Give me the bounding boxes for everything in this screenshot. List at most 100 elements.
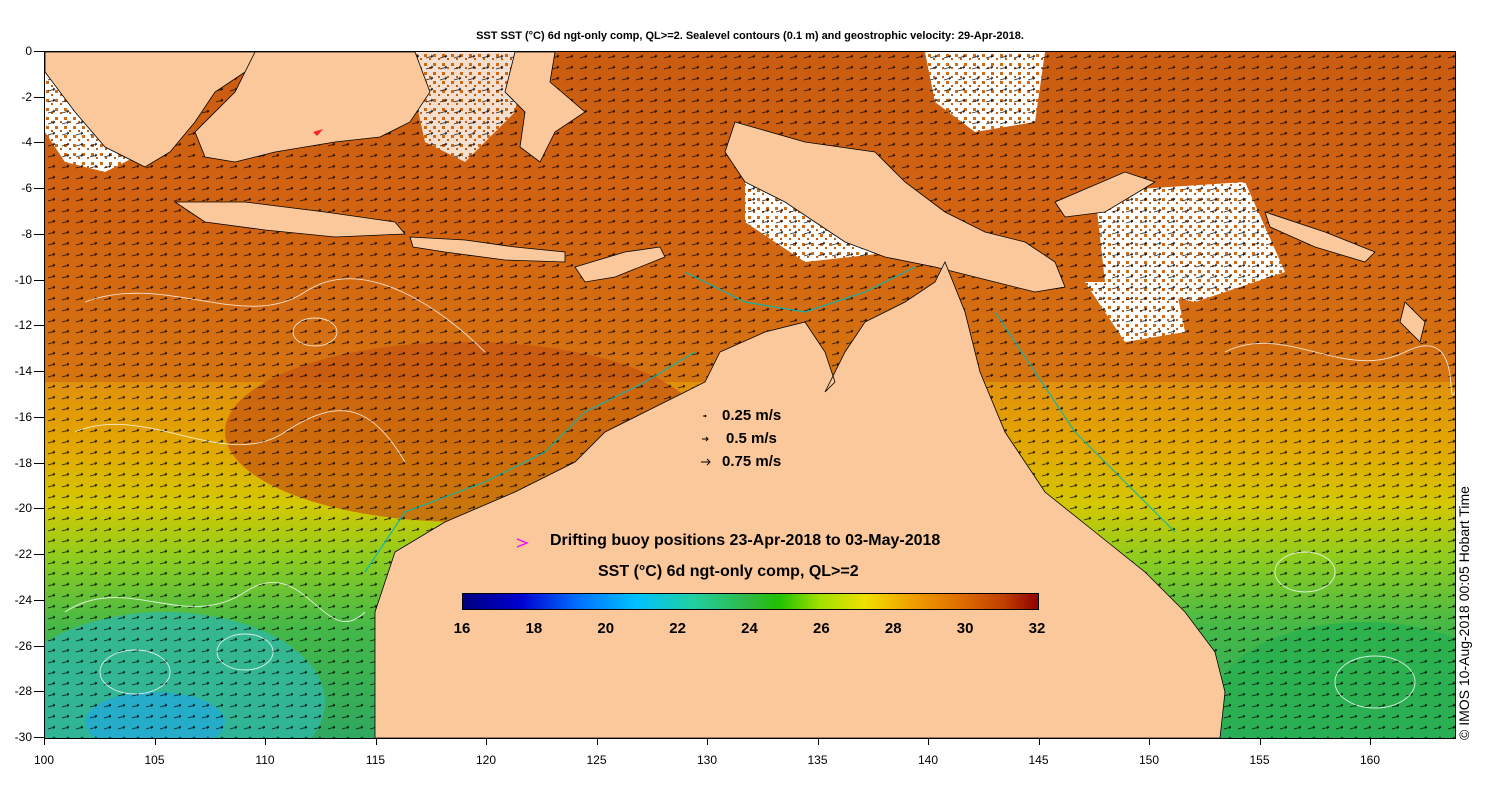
velocity-legend-arrows	[701, 414, 711, 466]
y-tick-mark	[34, 371, 44, 373]
arrow-small-icon	[703, 414, 707, 418]
buoy-track-marker	[313, 129, 323, 136]
land-borneo	[194, 52, 431, 163]
shelf-contour-coral	[994, 311, 1176, 533]
sst-colorbar	[462, 593, 1039, 610]
y-tick-label: -8	[21, 226, 32, 241]
x-tick-mark	[1149, 737, 1150, 745]
velocity-legend-label-3: 0.75 m/s	[722, 453, 782, 470]
x-tick-label: 100	[33, 753, 55, 767]
x-tick-label: 150	[1138, 753, 1160, 767]
x-tick-mark	[1038, 737, 1040, 745]
sst-map	[44, 51, 1456, 739]
sealevel-eddy-3	[1334, 655, 1416, 709]
land-java	[173, 201, 406, 238]
sealevel-eddy-2	[216, 633, 274, 671]
x-tick-mark	[928, 737, 929, 745]
x-tick-label: 130	[696, 753, 718, 767]
x-tick-label: 155	[1249, 753, 1270, 767]
x-tick-mark	[375, 737, 377, 745]
sealevel-contour-2	[74, 410, 406, 463]
x-tick-label: 125	[586, 753, 607, 767]
land-solomon-islands	[1264, 211, 1376, 263]
y-tick-mark	[34, 96, 44, 98]
x-tick-mark	[817, 737, 819, 745]
colorbar-tick-label: 22	[669, 620, 686, 637]
velocity-legend-label-1: 0.25 m/s	[722, 407, 782, 424]
x-tick-mark	[44, 737, 45, 745]
y-tick-label: -6	[21, 181, 32, 196]
x-tick-label: 135	[807, 753, 828, 767]
y-tick-mark	[34, 737, 44, 738]
x-tick-label: 115	[365, 753, 386, 767]
y-tick-mark	[34, 51, 44, 52]
x-tick-mark	[265, 737, 266, 745]
y-tick-mark	[34, 508, 44, 510]
land-australia	[374, 261, 1226, 738]
y-tick-label: -20	[14, 501, 32, 516]
y-tick-label: -16	[14, 409, 32, 424]
y-tick-label: -12	[14, 318, 32, 333]
x-tick-mark	[596, 737, 598, 745]
y-tick-label: -4	[21, 135, 32, 150]
x-tick-label: 110	[255, 753, 275, 767]
arrow-medium-icon	[702, 436, 709, 442]
sealevel-contour-3	[64, 581, 366, 623]
land-vanuatu	[1399, 301, 1426, 343]
x-tick-mark	[707, 737, 708, 745]
land-sulawesi	[504, 52, 586, 163]
buoy-arrow-icon	[516, 538, 529, 548]
y-tick-mark	[34, 599, 44, 601]
land-new-britain	[1054, 171, 1156, 218]
shelf-contour-northwest	[364, 351, 696, 573]
y-tick-mark	[34, 279, 44, 281]
sealevel-eddy-5	[292, 317, 338, 347]
x-tick-label: 120	[475, 753, 497, 767]
sealevel-contour-1	[84, 278, 486, 353]
colorbar-tick-label: 26	[813, 620, 830, 637]
arrow-large-icon	[701, 458, 711, 466]
y-tick-label: -14	[14, 364, 32, 379]
colorbar-tick-label: 30	[956, 620, 974, 637]
y-tick-mark	[34, 645, 44, 647]
shelf-contour-arafura	[684, 266, 916, 313]
y-tick-label: -30	[14, 730, 32, 744]
sealevel-eddy-1	[99, 649, 171, 695]
x-tick-mark	[486, 737, 487, 745]
colorbar-tick-label: 32	[1028, 620, 1046, 637]
colorbar-label: SST (°C) 6d ngt-only comp, QL>=2	[598, 563, 859, 580]
y-tick-label: -26	[14, 638, 32, 653]
y-tick-label: 0	[25, 44, 32, 58]
y-tick-label: -22	[14, 547, 32, 562]
colorbar-tick-label: 24	[741, 620, 758, 637]
map-canvas	[45, 52, 1455, 738]
y-tick-mark	[34, 554, 44, 556]
x-tick-mark	[1259, 737, 1261, 745]
x-tick-label: 145	[1028, 753, 1049, 767]
x-tick-mark	[154, 737, 156, 745]
colorbar-tick-label: 20	[597, 620, 615, 637]
x-tick-label: 105	[144, 753, 165, 767]
y-tick-mark	[34, 188, 44, 190]
credit-text: © IMOS 10-Aug-2018 00:05 Hobart Time	[1456, 486, 1472, 740]
y-tick-mark	[34, 462, 44, 464]
colorbar-tick-label: 28	[884, 620, 902, 637]
y-tick-mark	[34, 691, 44, 693]
x-tick-label: 140	[917, 753, 939, 767]
x-tick-mark	[1370, 737, 1371, 745]
y-tick-mark	[34, 233, 44, 235]
y-tick-label: -18	[14, 455, 32, 470]
y-tick-label: -10	[14, 272, 32, 287]
velocity-legend-label-2: 0.5 m/s	[726, 430, 777, 447]
y-tick-label: -24	[14, 592, 32, 607]
y-tick-label: -2	[21, 89, 32, 104]
x-tick-label: 160	[1359, 753, 1381, 767]
buoy-legend-label: Drifting buoy positions 23-Apr-2018 to 0…	[550, 532, 941, 549]
y-tick-label: -28	[14, 684, 32, 699]
land-timor	[574, 246, 666, 283]
sealevel-eddy-4	[1274, 551, 1336, 593]
y-tick-mark	[34, 325, 44, 327]
y-tick-mark	[34, 142, 44, 144]
land-lesser-sunda	[409, 236, 566, 263]
map-title: SST SST (°C) 6d ngt-only comp, QL>=2. Se…	[476, 30, 1024, 42]
